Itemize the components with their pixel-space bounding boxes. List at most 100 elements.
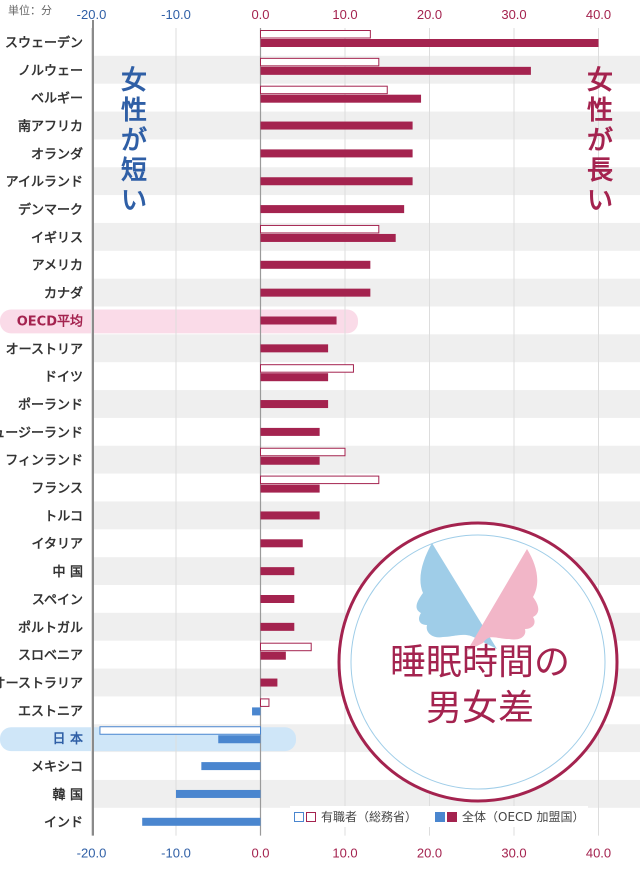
category-label: OECD平均 <box>17 313 83 329</box>
category-label: スウェーデン <box>5 35 83 51</box>
legend-swatch-employed-blue <box>294 811 304 822</box>
x-tick-label-top: 10.0 <box>332 7 357 22</box>
category-label: 日 本 <box>52 731 83 747</box>
x-tick-label-top: -10.0 <box>161 7 191 22</box>
x-tick-label-bottom: 40.0 <box>586 846 611 861</box>
category-label: スペイン <box>32 593 83 608</box>
female-face-silhouette-pink <box>467 549 539 651</box>
x-tick-label-bottom: 20.0 <box>417 846 442 861</box>
bar-all <box>260 177 413 186</box>
category-label: オーストラリア <box>0 676 83 691</box>
category-label: イタリア <box>32 537 83 552</box>
category-label: ノルウェー <box>18 64 83 79</box>
bar-all <box>260 205 405 214</box>
category-label: オーストリア <box>6 342 83 357</box>
bar-all <box>260 121 413 130</box>
badge-title-line2: 男女差 <box>425 688 534 729</box>
bar-all <box>142 817 261 826</box>
legend: 有職者（総務省） 全体（OECD 加盟国） <box>290 806 589 827</box>
category-label: フィンランド <box>5 454 83 469</box>
legend-employed-label: 有職者（総務省） <box>321 810 418 824</box>
legend-swatch-employed-red <box>306 811 316 822</box>
bar-employed <box>260 30 371 39</box>
bar-all <box>260 484 320 493</box>
x-tick-label-top: 40.0 <box>586 7 611 22</box>
bar-all <box>260 66 531 75</box>
female-longer-label: 女性が長い <box>586 66 613 216</box>
category-label: インド <box>44 816 83 831</box>
female-shorter-label: 女性が短い <box>120 66 147 216</box>
x-tick-label-top: 30.0 <box>501 7 526 22</box>
row-stripe <box>93 501 640 530</box>
bar-all <box>260 233 396 242</box>
category-label: ドイツ <box>44 370 83 385</box>
badge-title-line1: 睡眠時間の <box>389 642 570 683</box>
title-badge <box>337 521 619 803</box>
legend-swatch-all-red <box>447 811 458 822</box>
category-label: トルコ <box>44 509 83 524</box>
bar-all <box>260 260 371 269</box>
category-label: カナダ <box>44 286 83 302</box>
bar-employed <box>260 85 388 95</box>
bar-all <box>176 789 261 798</box>
x-tick-label-bottom: 30.0 <box>501 846 526 861</box>
bar-employed <box>99 726 261 735</box>
category-label: スロベニア <box>18 649 83 664</box>
bar-employed <box>260 698 270 707</box>
bar-all <box>260 595 295 603</box>
category-label: アメリカ <box>32 259 83 274</box>
x-tick-label-top: 0.0 <box>251 7 269 22</box>
category-label: アイルランド <box>6 175 83 190</box>
category-label: フランス <box>31 482 83 497</box>
category-label: メキシコ <box>31 760 83 775</box>
bar-all <box>252 707 261 716</box>
x-tick-label-bottom: 10.0 <box>332 846 357 861</box>
x-tick-label-top: 20.0 <box>417 7 442 22</box>
legend-all-label: 全体（OECD 加盟国） <box>462 810 585 824</box>
category-label: エストニア <box>18 704 83 719</box>
bar-all <box>260 622 295 631</box>
x-tick-label-top: -20.0 <box>77 7 107 22</box>
bar-all <box>260 511 320 520</box>
bar-employed <box>260 642 312 652</box>
category-label: オランダ <box>31 146 83 162</box>
female-face-silhouette-blue <box>416 543 497 649</box>
bar-all <box>260 94 422 103</box>
bar-employed <box>260 364 354 373</box>
bar-all <box>260 344 329 353</box>
bar-all <box>201 762 261 771</box>
bar-employed <box>260 447 346 457</box>
category-label: ニュージーランド <box>0 426 83 441</box>
category-label: ベルギー <box>31 91 83 107</box>
category-label: ポーランド <box>18 397 83 413</box>
category-label: ポルトガル <box>18 620 83 636</box>
bar-all <box>260 149 413 158</box>
category-label: イギリス <box>31 230 83 246</box>
x-tick-label-bottom: -20.0 <box>77 846 107 861</box>
bar-all <box>260 288 371 297</box>
category-label: 南アフリカ <box>18 118 83 134</box>
bar-all <box>260 39 599 47</box>
bar-all <box>260 316 337 325</box>
bar-all <box>260 400 329 409</box>
category-label: 韓 国 <box>52 787 83 803</box>
bar-all <box>260 651 286 660</box>
row-stripe <box>93 334 640 363</box>
category-label: デンマーク <box>18 202 83 218</box>
bar-employed <box>260 57 380 67</box>
bar-all <box>260 539 303 548</box>
row-stripe <box>93 445 640 474</box>
legend-swatch-all-blue <box>435 811 446 822</box>
bar-all <box>260 373 329 382</box>
bar-all <box>260 427 320 436</box>
bar-employed <box>260 475 380 485</box>
bar-all <box>260 678 278 687</box>
bar-all <box>260 567 295 576</box>
bar-employed <box>260 224 380 234</box>
bar-all <box>218 735 261 744</box>
x-tick-label-bottom: 0.0 <box>251 846 269 861</box>
x-tick-label-bottom: -10.0 <box>161 846 191 861</box>
highlight-band <box>0 309 358 334</box>
row-stripe <box>93 390 640 418</box>
unit-label: 単位：分 <box>8 4 52 17</box>
